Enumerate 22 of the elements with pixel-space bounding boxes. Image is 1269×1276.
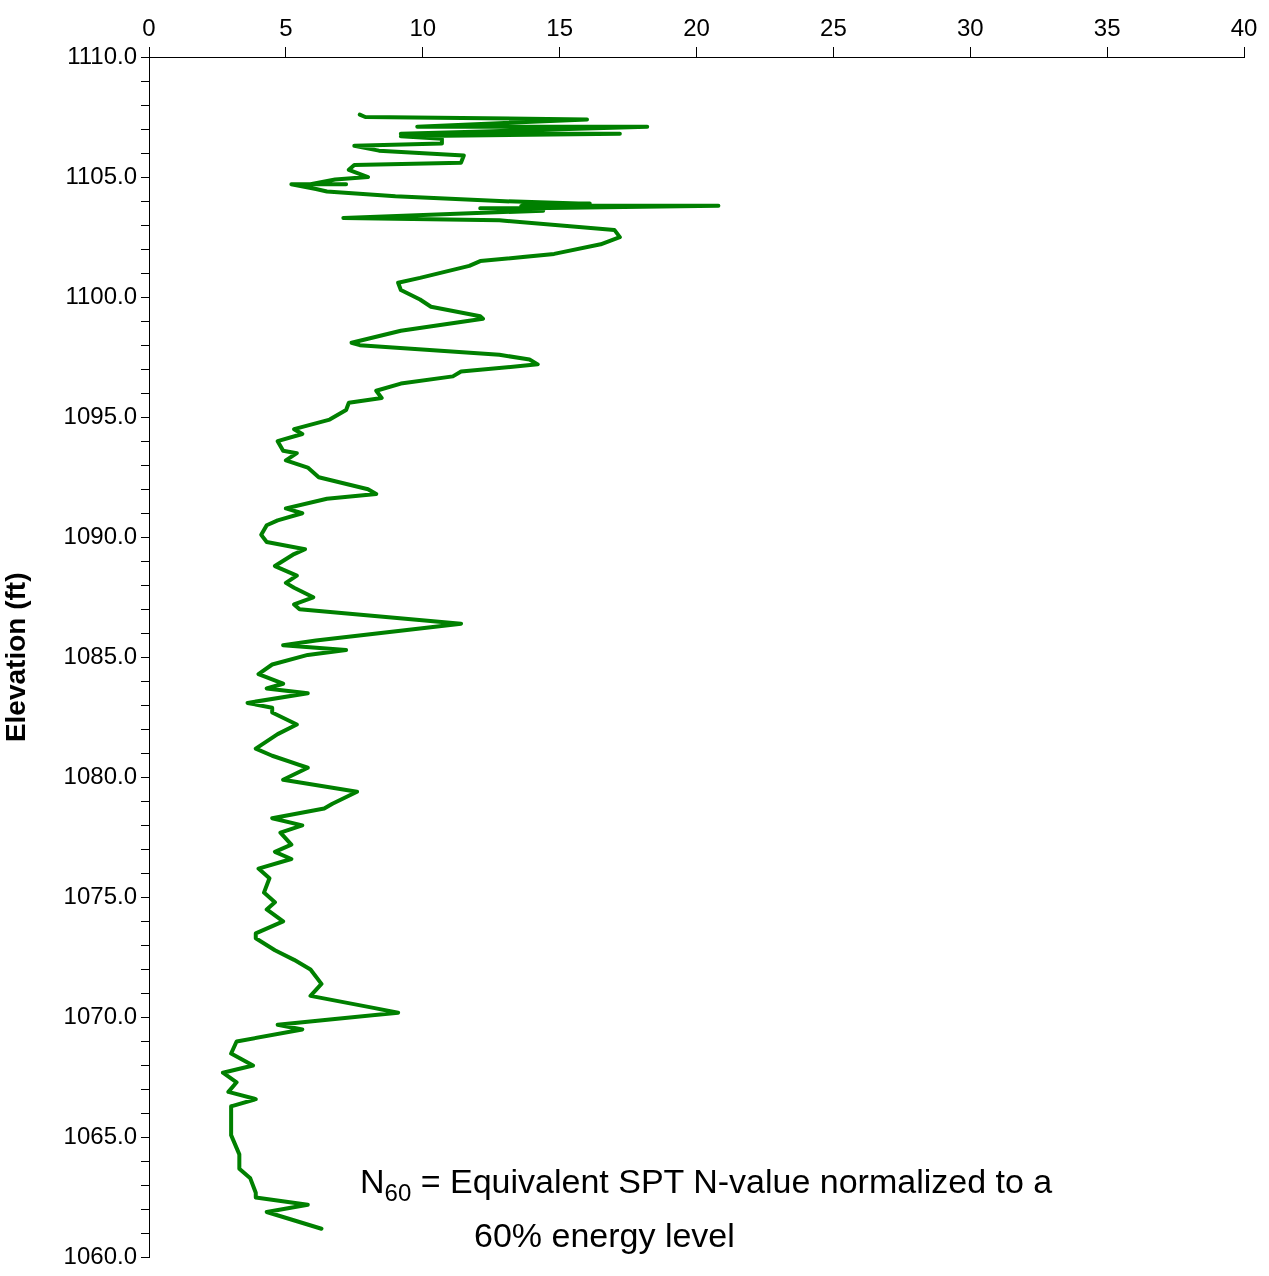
annotation: N$_{60}$ = Equivalent SPT N-value normalized to a 60% energy level	[360, 1161, 1053, 1256]
y-tick-label: 1105.0	[65, 161, 137, 189]
x-tick-label: 20	[683, 14, 710, 42]
x-tick-label: 35	[1093, 14, 1121, 42]
x-tick-label: 10	[409, 14, 437, 42]
x-tick-label: 25	[820, 14, 847, 42]
x-tick-label: 0	[142, 14, 156, 42]
x-tick-label: 5	[279, 14, 293, 42]
x-tick-label: 15	[546, 14, 573, 42]
y-tick-label: 1065.0	[63, 1122, 137, 1150]
y-tick-label: 1070.0	[63, 1002, 137, 1030]
y-tick-label: 1095.0	[63, 401, 137, 429]
y-tick-label: 1085.0	[63, 641, 137, 669]
x-tick-label: 30	[956, 14, 984, 42]
y-tick-label: 1080.0	[63, 761, 137, 789]
y-tick-label: 1100.0	[65, 281, 137, 309]
y-tick-label: 1060.0	[63, 1242, 137, 1270]
x-tick-label: 40	[1230, 14, 1258, 42]
y-tick-label: 1075.0	[63, 882, 137, 910]
y-axis-title: Elevation (ft)	[0, 572, 31, 743]
y-tick-label: 1110.0	[67, 41, 137, 69]
y-tick-label: 1090.0	[63, 521, 137, 549]
